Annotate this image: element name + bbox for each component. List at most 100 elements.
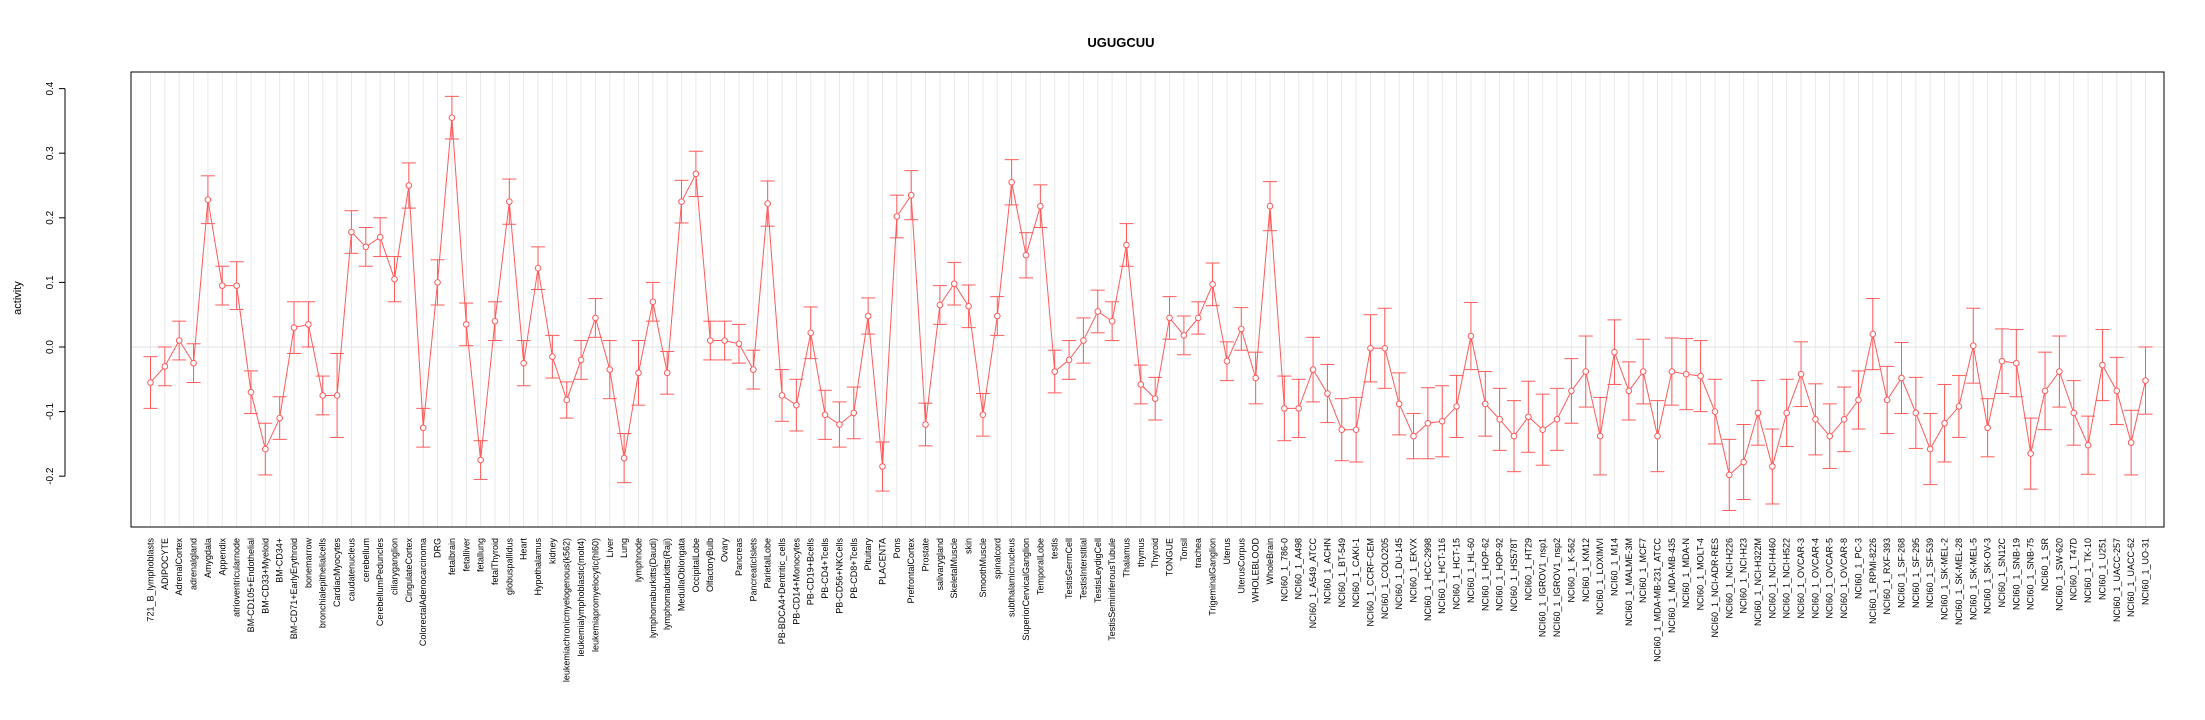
x-tick-label: NCI60_1_SN12C	[1997, 538, 2007, 608]
data-point	[1998, 357, 2006, 365]
x-tick-label: NCI60_1_SNB-19	[2011, 538, 2021, 610]
x-tick-label: ParietalLobe	[763, 538, 773, 589]
x-tick-label: NCI60_1_HOP-62	[1480, 538, 1490, 611]
data-point	[276, 414, 283, 422]
x-tick-label: Ovary	[720, 538, 730, 563]
x-tick-label: ciliaryganglion	[389, 538, 399, 595]
x-tick-label: NCI60_1_HCT-116	[1437, 538, 1447, 614]
data-point	[1367, 344, 1374, 352]
x-tick-label: SmoothMuscle	[978, 538, 988, 598]
x-tick-label: DRG	[433, 538, 443, 558]
data-point	[1467, 332, 1475, 340]
data-point	[1769, 463, 1776, 470]
x-tick-label: NCI60_1_MCF7	[1638, 538, 1648, 603]
x-tick-label: leukemiapromyelocytic(hl60)	[590, 538, 600, 652]
x-tick-label: NCI60_1_UACC-257	[2112, 538, 2122, 622]
x-tick-label: NCI60_1_SF-295	[1911, 538, 1921, 608]
x-tick-label: Amygdala	[203, 538, 213, 578]
x-tick-label: lymphnode	[633, 538, 643, 582]
data-point	[2041, 387, 2049, 395]
x-tick-label: NCI60_1_A498	[1294, 538, 1304, 600]
x-tick-label: PB-CD14+Monocytes	[791, 538, 801, 625]
y-tick-label: -0.2	[45, 467, 56, 485]
x-tick-label: testis	[1050, 538, 1060, 560]
data-point	[663, 369, 671, 377]
x-tick-label: NCI60_1_NCI-H322M	[1753, 538, 1763, 626]
data-point	[1611, 348, 1618, 356]
data-point	[1926, 445, 1934, 453]
x-tick-label: TemporalLobe	[1035, 538, 1045, 595]
data-point	[319, 392, 327, 399]
data-point	[1209, 281, 1216, 288]
data-point	[1481, 400, 1489, 408]
x-tick-label: Lung	[619, 538, 629, 558]
data-points	[147, 114, 2149, 479]
x-tick-label: Liver	[605, 538, 615, 558]
data-point	[836, 421, 843, 428]
data-point	[2056, 368, 2063, 375]
x-tick-label: ADIPOCYTE	[160, 538, 170, 590]
x-tick-label: NCI60_1_NCI-H226	[1724, 538, 1734, 619]
data-point	[1912, 409, 1920, 417]
x-tick-label: NCI60_1_OVCAR-5	[1825, 538, 1835, 619]
data-point	[491, 317, 499, 325]
x-tick-label: OccipitalLobe	[691, 538, 701, 593]
x-tick-label: NCI60_1_HS578T	[1509, 538, 1519, 612]
data-point	[577, 356, 585, 364]
data-point	[1984, 424, 1991, 432]
data-point	[2070, 409, 2078, 417]
x-tick-label: ColorectalAdenocarcinoma	[418, 538, 428, 646]
y-tick-label: 0.1	[45, 275, 56, 289]
x-tick-label: NCI60_1_SK-OV-3	[1983, 538, 1993, 614]
x-tick-label: NCI60_1_IGROV1_nsp1	[1538, 538, 1548, 637]
x-tick-label: 721_B_lymphoblasts	[146, 538, 156, 622]
data-point	[1424, 419, 1432, 427]
data-point	[1252, 374, 1259, 382]
chart-title: UGUGCUU	[1087, 35, 1154, 50]
data-point	[993, 312, 1001, 320]
data-point	[563, 396, 571, 404]
x-tick-label: lymphomaburkitts(Raji)	[662, 538, 672, 630]
data-point	[793, 401, 800, 409]
x-tick-label: NCI60_1_SW-620	[2054, 538, 2064, 611]
x-tick-label: MedullaOblongata	[677, 538, 687, 611]
x-tick-label: caudatenucleus	[346, 538, 356, 602]
x-tick-label: NCI60_1_DU-145	[1394, 538, 1404, 610]
data-point	[1898, 374, 1905, 382]
data-point	[965, 303, 972, 310]
data-point	[262, 445, 269, 453]
data-point	[1697, 372, 1704, 380]
data-point	[534, 264, 542, 272]
x-tick-label: TestisLeydigCell	[1093, 538, 1103, 603]
x-tick-label: NCI60_1_T47D	[2069, 538, 2079, 601]
data-point	[1309, 366, 1317, 373]
data-point	[448, 114, 456, 121]
data-point	[362, 243, 370, 251]
x-tick-label: NCI60_1_UACC-62	[2126, 538, 2136, 617]
x-tick-label: NCI60_1_HCC-2998	[1423, 538, 1433, 621]
x-tick-label: SkeletalMuscle	[949, 538, 959, 599]
data-point	[864, 312, 872, 320]
data-point	[1855, 396, 1862, 404]
x-tick-label: NCI60_1_MDA-N	[1681, 538, 1691, 608]
data-point	[606, 366, 614, 373]
x-tick-label: NCI60_1_CAKI-1	[1351, 538, 1361, 608]
x-tick-label: atrioventricularnode	[232, 538, 242, 617]
x-tick-label: NCI60_1_RPMI-8226	[1868, 538, 1878, 624]
x-tick-label: TestisSeminiferousTubule	[1107, 538, 1117, 641]
y-tick-label: 0.2	[45, 210, 56, 224]
data-point	[2084, 441, 2092, 449]
x-tick-label: PB-CD4+Tcells	[820, 538, 830, 599]
x-tick-label: WHOLEBLOOD	[1251, 538, 1261, 603]
x-tick-label: NCI60_1_MOLT-4	[1696, 538, 1706, 610]
data-point	[620, 454, 628, 462]
data-point	[161, 363, 169, 370]
x-tick-label: NCI60_1_ACHN	[1322, 538, 1332, 604]
x-tick-label: NCI60_1_SF-268	[1897, 538, 1907, 608]
data-point	[1037, 202, 1044, 210]
x-tick-label: NCI60_1_BT-549	[1337, 538, 1347, 608]
series-line	[150, 117, 2146, 476]
error-bars	[143, 95, 2153, 511]
data-point	[1108, 317, 1116, 325]
